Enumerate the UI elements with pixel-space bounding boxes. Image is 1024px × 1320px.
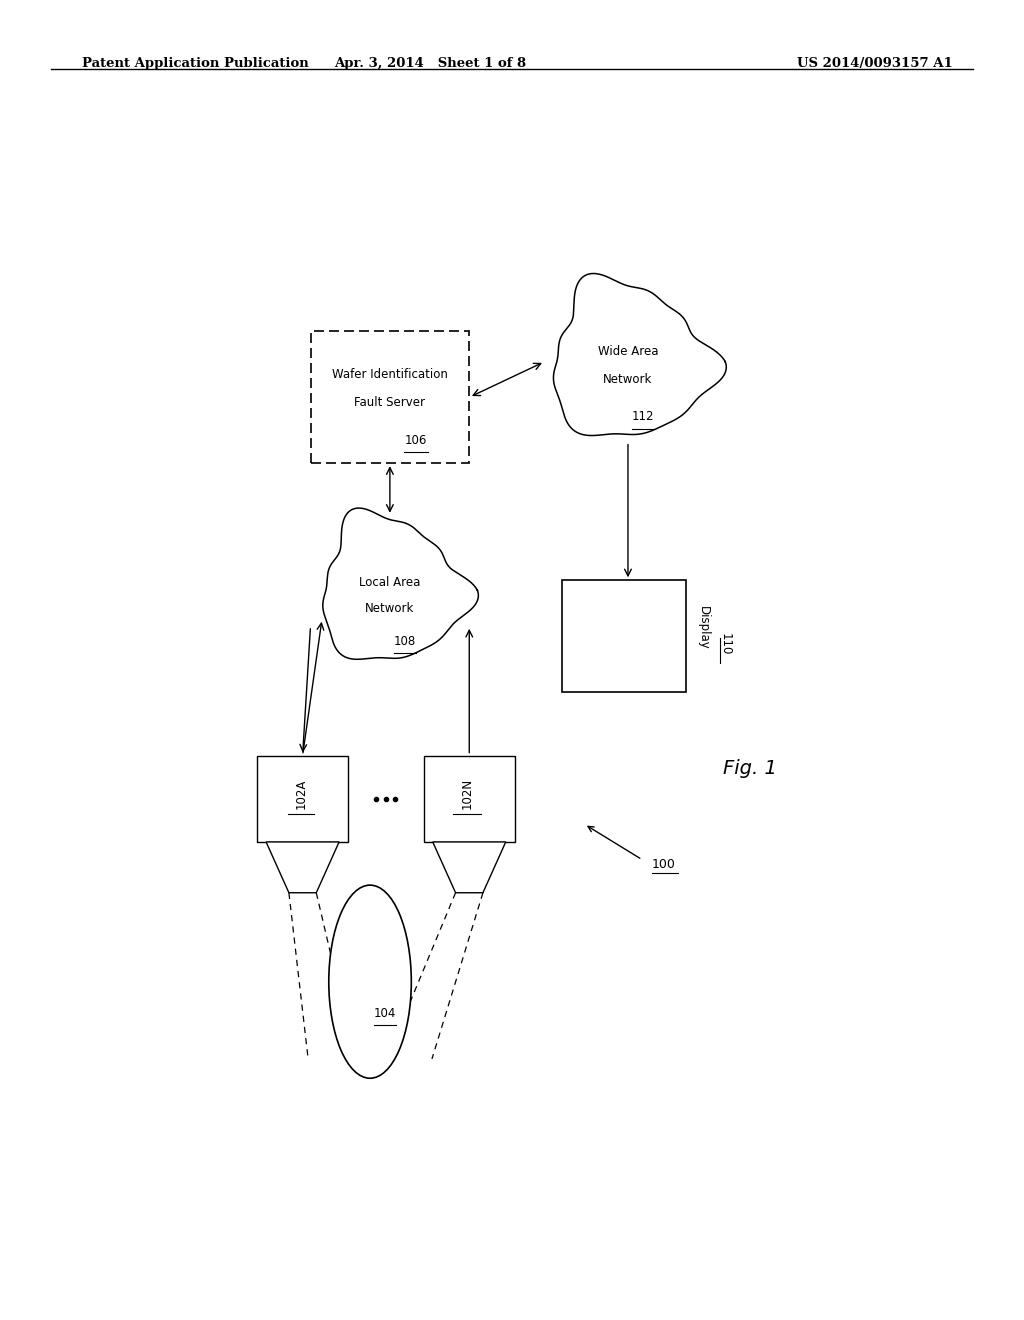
Text: US 2014/0093157 A1: US 2014/0093157 A1 (797, 57, 952, 70)
Text: Patent Application Publication: Patent Application Publication (82, 57, 308, 70)
Polygon shape (553, 273, 726, 436)
Bar (310, 331, 469, 463)
Ellipse shape (329, 886, 412, 1078)
Text: 102A: 102A (295, 779, 307, 809)
Polygon shape (266, 842, 339, 892)
Bar (562, 581, 685, 692)
Text: Apr. 3, 2014   Sheet 1 of 8: Apr. 3, 2014 Sheet 1 of 8 (334, 57, 526, 70)
Text: Local Area: Local Area (359, 576, 421, 589)
Text: Fig. 1: Fig. 1 (723, 759, 777, 777)
Text: 108: 108 (394, 635, 416, 648)
Bar (257, 755, 348, 842)
Text: 102N: 102N (461, 777, 474, 809)
Text: 104: 104 (374, 1007, 396, 1020)
Text: 110: 110 (719, 634, 732, 656)
Polygon shape (433, 842, 506, 892)
Text: Fault Server: Fault Server (354, 396, 425, 409)
Bar (424, 755, 515, 842)
Text: 100: 100 (652, 858, 676, 871)
Text: Network: Network (603, 374, 652, 387)
Text: 112: 112 (632, 411, 654, 424)
Text: Display: Display (696, 606, 710, 649)
Polygon shape (323, 508, 478, 659)
Text: Wafer Identification: Wafer Identification (332, 368, 447, 381)
Text: Wide Area: Wide Area (598, 345, 658, 358)
Text: 106: 106 (404, 434, 427, 447)
Text: Network: Network (366, 602, 415, 615)
